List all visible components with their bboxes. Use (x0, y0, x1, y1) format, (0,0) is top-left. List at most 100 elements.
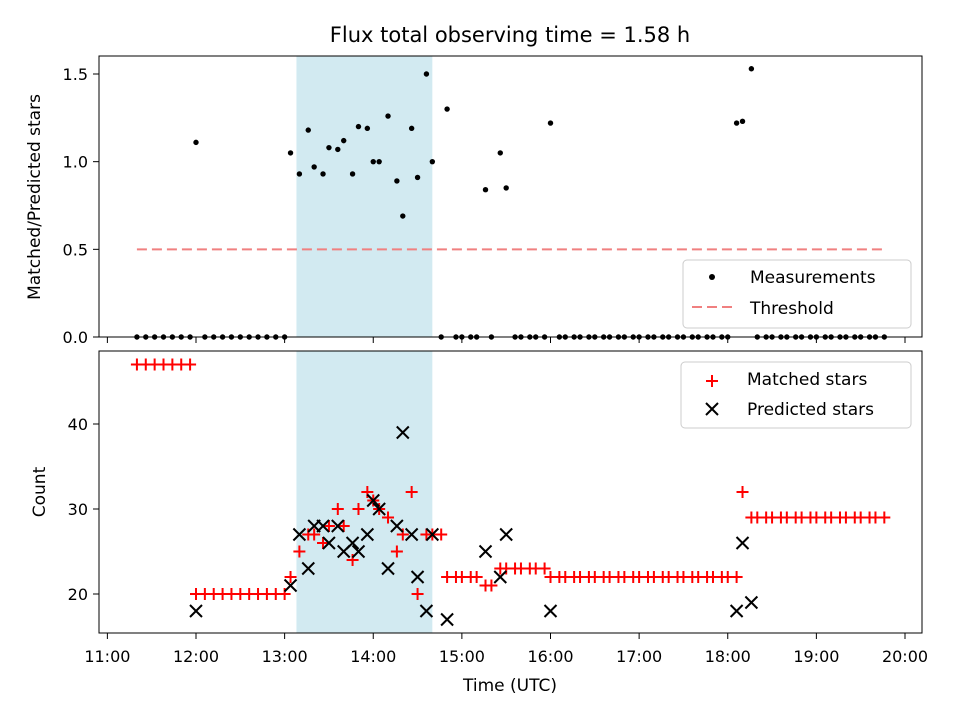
predicted-star-point (372, 502, 386, 516)
bottom-y-tick-label: 40 (68, 415, 88, 434)
bottom-x-tick-label: 16:00 (527, 647, 573, 666)
legend-label-predicted: Predicted stars (747, 400, 874, 420)
measurement-point (355, 123, 362, 130)
legend-marker-measurements (709, 274, 715, 280)
bottom-y-ticks: 20 30 40 (68, 415, 99, 604)
top-panel: 0.0 0.5 1.0 1.5 Matched/Predicted stars Mea… (25, 55, 923, 347)
top-y-axis-label: Matched/Predicted stars (25, 94, 45, 300)
matched-star-point (405, 486, 418, 498)
matched-star-point (317, 537, 330, 549)
top-legend-box (682, 259, 912, 329)
bottom-y-tick-label: 30 (68, 500, 88, 519)
measurement-point (423, 71, 430, 77)
bottom-x-tick-label: 11:00 (84, 647, 130, 666)
measurement-point (394, 178, 400, 184)
measurement-point (296, 171, 303, 177)
measurement-point (414, 174, 421, 181)
bottom-y-axis-label: Count (30, 466, 50, 517)
top-y-tick-label: 1.0 (63, 153, 88, 172)
measurement-point (305, 127, 311, 133)
measurement-point (311, 164, 317, 170)
measurement-point (349, 171, 356, 177)
legend-label-measurements: Measurements (750, 268, 876, 288)
matched-star-point (382, 511, 395, 524)
measurement-point (376, 158, 382, 165)
predicted-star-point (316, 519, 330, 533)
bottom-axes-frame (98, 350, 923, 634)
predicted-star-point (381, 561, 395, 576)
bottom-panel: 20 30 40 11:00 12:00 13:00 14:00 15:00 16:00 17:… (30, 350, 928, 696)
measurement-point (739, 118, 746, 125)
matched-star-point (470, 571, 483, 583)
measurement-point (497, 150, 503, 156)
predicted-star-point (729, 604, 744, 618)
measurement-point (429, 158, 436, 165)
matched-star-point (331, 503, 344, 515)
bottom-x-tick-label: 12:00 (173, 647, 219, 666)
count-points (130, 358, 891, 627)
measurement-point (326, 144, 332, 151)
measurement-point (287, 150, 294, 156)
matched-star-point (337, 520, 350, 532)
bottom-x-tick-label: 20:00 (882, 647, 928, 666)
top-y-tick-label: 0.0 (63, 328, 88, 347)
top-shaded-interval (296, 56, 433, 337)
predicted-star-point (410, 570, 425, 584)
measurement-point (408, 125, 415, 132)
predicted-star-point (331, 519, 345, 533)
predicted-star-point (345, 536, 360, 550)
predicted-star-point (543, 604, 558, 618)
predicted-star-point (360, 527, 375, 542)
predicted-star-point (478, 544, 493, 559)
bottom-x-tick-label: 15:00 (439, 647, 485, 666)
measurement-point (320, 171, 326, 177)
matched-star-point (322, 520, 335, 532)
top-legend: Measurements Threshold (682, 259, 912, 329)
chart-title: Flux total observing time = 1.58 h (330, 23, 690, 47)
predicted-star-point (366, 493, 380, 508)
matched-star-point (538, 562, 551, 575)
legend-marker-matched (706, 375, 718, 387)
legend-label-matched: Matched stars (747, 370, 867, 390)
predicted-star-point (390, 519, 404, 533)
bottom-y-tick-label: 20 (68, 585, 88, 604)
matched-star-point (278, 588, 291, 600)
measurement-point (370, 158, 376, 165)
predicted-star-point (351, 544, 366, 559)
matched-star-point (878, 511, 891, 524)
matched-star-point (435, 528, 448, 541)
matched-star-point (736, 486, 749, 498)
measurement-point (748, 66, 755, 72)
bottom-x-tick-label: 17:00 (616, 647, 662, 666)
measurement-point (335, 146, 341, 153)
top-y-ticks: 0.0 0.5 1.0 1.5 (63, 65, 99, 347)
measurement-point (341, 137, 347, 144)
matched-star-point (485, 579, 498, 592)
predicted-star-point (292, 527, 307, 542)
bottom-x-ticks: 11:00 12:00 13:00 14:00 15:00 16:00 17:00 18:00… (84, 633, 928, 666)
predicted-star-point (301, 561, 315, 576)
predicted-star-point (425, 527, 440, 542)
predicted-star-point (499, 527, 513, 542)
matched-star-point (284, 571, 297, 583)
predicted-star-point (322, 536, 336, 550)
matched-star-point (184, 358, 197, 371)
measurement-point (547, 120, 554, 126)
matched-star-point (730, 571, 743, 583)
top-axes-frame (98, 55, 923, 338)
predicted-star-point (419, 604, 434, 618)
predicted-star-point (283, 578, 298, 593)
x-axis-label: Time (UTC) (462, 676, 557, 696)
top-y-tick-label: 1.5 (63, 65, 88, 84)
legend-label-threshold: Threshold (749, 299, 834, 319)
matched-star-point (390, 545, 403, 558)
measurement-point (733, 120, 740, 126)
predicted-star-point (396, 425, 410, 440)
predicted-star-point (744, 595, 759, 610)
measurement-point (482, 187, 489, 193)
measurement-point (364, 125, 371, 132)
measurement-point (193, 139, 199, 146)
bottom-x-tick-label: 19:00 (793, 647, 839, 666)
predicted-star-point (735, 536, 750, 550)
